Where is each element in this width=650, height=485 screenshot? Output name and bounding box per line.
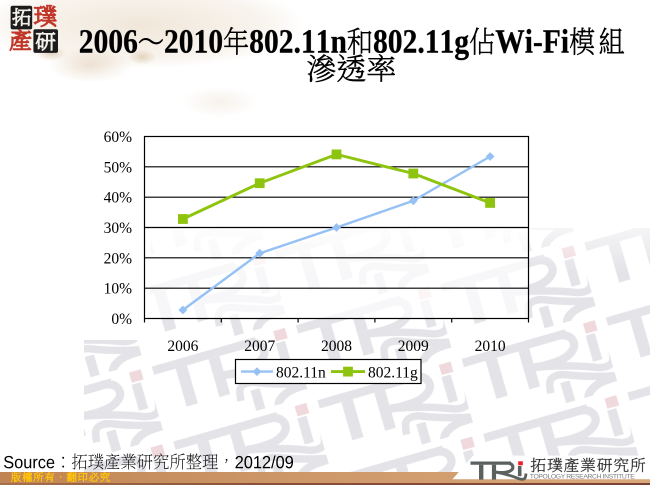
svg-text:60%: 60% [104, 129, 133, 146]
svg-text:TOPOLOGY RESEARCH INSTITUTE: TOPOLOGY RESEARCH INSTITUTE [530, 473, 635, 480]
svg-text:10%: 10% [104, 281, 133, 298]
svg-text:2007: 2007 [244, 338, 275, 355]
svg-text:2010: 2010 [475, 338, 506, 355]
svg-text:0%: 0% [111, 311, 132, 328]
svg-text:20%: 20% [104, 250, 133, 267]
svg-text:2008: 2008 [321, 338, 352, 355]
svg-text:40%: 40% [104, 190, 133, 207]
svg-text:802.11g: 802.11g [368, 365, 418, 382]
svg-text:2006: 2006 [167, 338, 198, 355]
svg-text:2009: 2009 [398, 338, 429, 355]
svg-text:50%: 50% [104, 159, 133, 176]
svg-text:30%: 30% [104, 220, 133, 237]
svg-text:802.11n: 802.11n [276, 365, 326, 382]
